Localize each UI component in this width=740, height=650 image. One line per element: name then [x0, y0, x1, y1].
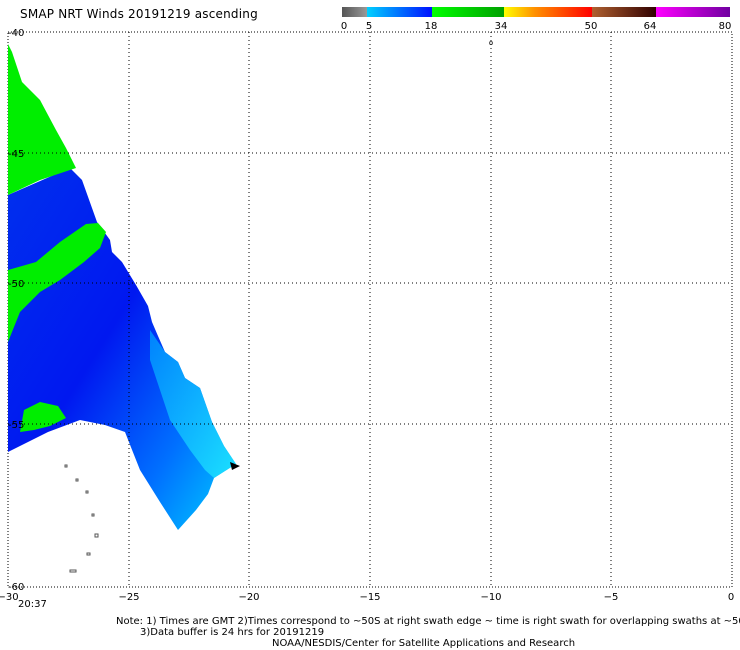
lat-tick-label: -60 — [8, 582, 24, 593]
colorbar-segment — [367, 7, 432, 17]
credit-line: NOAA/NESDIS/Center for Satellite Applica… — [272, 638, 576, 649]
lon-tick-label: −15 — [359, 592, 380, 603]
colorbar-label: 18 — [424, 21, 438, 32]
note-line-1: Note: 1) Times are GMT 2)Times correspon… — [116, 616, 740, 627]
island-marker — [85, 490, 89, 494]
swath-green-middle — [8, 223, 106, 342]
swath-time-label: 20:37 — [18, 599, 47, 610]
wind-speed-colorbar — [342, 7, 730, 17]
colorbar-segment — [342, 7, 367, 17]
lon-tick-label: −5 — [604, 592, 619, 603]
colorbar-label: 5 — [365, 21, 373, 32]
note-line-2: 3)Data buffer is 24 hrs for 20191219 — [140, 627, 325, 638]
lon-tick-label: −10 — [480, 592, 501, 603]
swath-green-top — [8, 44, 76, 195]
colorbar-labels: 0 5 18 34 50 64 80 — [0, 21, 740, 35]
swath-cyan-region — [150, 330, 236, 478]
colorbar-label: 80 — [718, 21, 732, 32]
island-marker — [64, 464, 68, 468]
swath-blue-region — [8, 168, 236, 530]
swath-green-bottom — [20, 402, 66, 432]
lat-tick-label: -40 — [8, 28, 24, 39]
island-marker — [94, 533, 99, 538]
island-marker — [91, 513, 95, 517]
lat-tick-label: -50 — [8, 279, 24, 290]
island-marker — [86, 552, 91, 556]
lat-labels: -40 -45 -50 -55 -60 — [8, 28, 24, 593]
graticule — [8, 32, 732, 587]
colorbar-segment — [656, 7, 730, 17]
swath-edge-tick — [230, 462, 240, 470]
colorbar-label: 34 — [494, 21, 508, 32]
colorbar-segment — [432, 7, 504, 17]
lat-tick-label: -45 — [8, 149, 24, 160]
colorbar-label: 0 — [340, 21, 348, 32]
lon-labels: −30 −25 −20 −15 −10 −5 0 — [0, 592, 734, 603]
colorbar-segment — [504, 7, 592, 17]
island-marker — [69, 569, 77, 573]
map-title: SMAP NRT Winds 20191219 ascending — [20, 7, 258, 21]
lon-tick-label: −25 — [118, 592, 139, 603]
lon-tick-label: −20 — [238, 592, 259, 603]
colorbar-label: 64 — [643, 21, 657, 32]
wind-swath — [8, 44, 240, 530]
island-marker — [75, 478, 79, 482]
colorbar-label: 50 — [584, 21, 598, 32]
colorbar-segment — [592, 7, 656, 17]
lat-tick-label: -55 — [8, 420, 24, 431]
lon-tick-label: 0 — [728, 592, 734, 603]
lon-tick-label: −30 — [0, 592, 19, 603]
